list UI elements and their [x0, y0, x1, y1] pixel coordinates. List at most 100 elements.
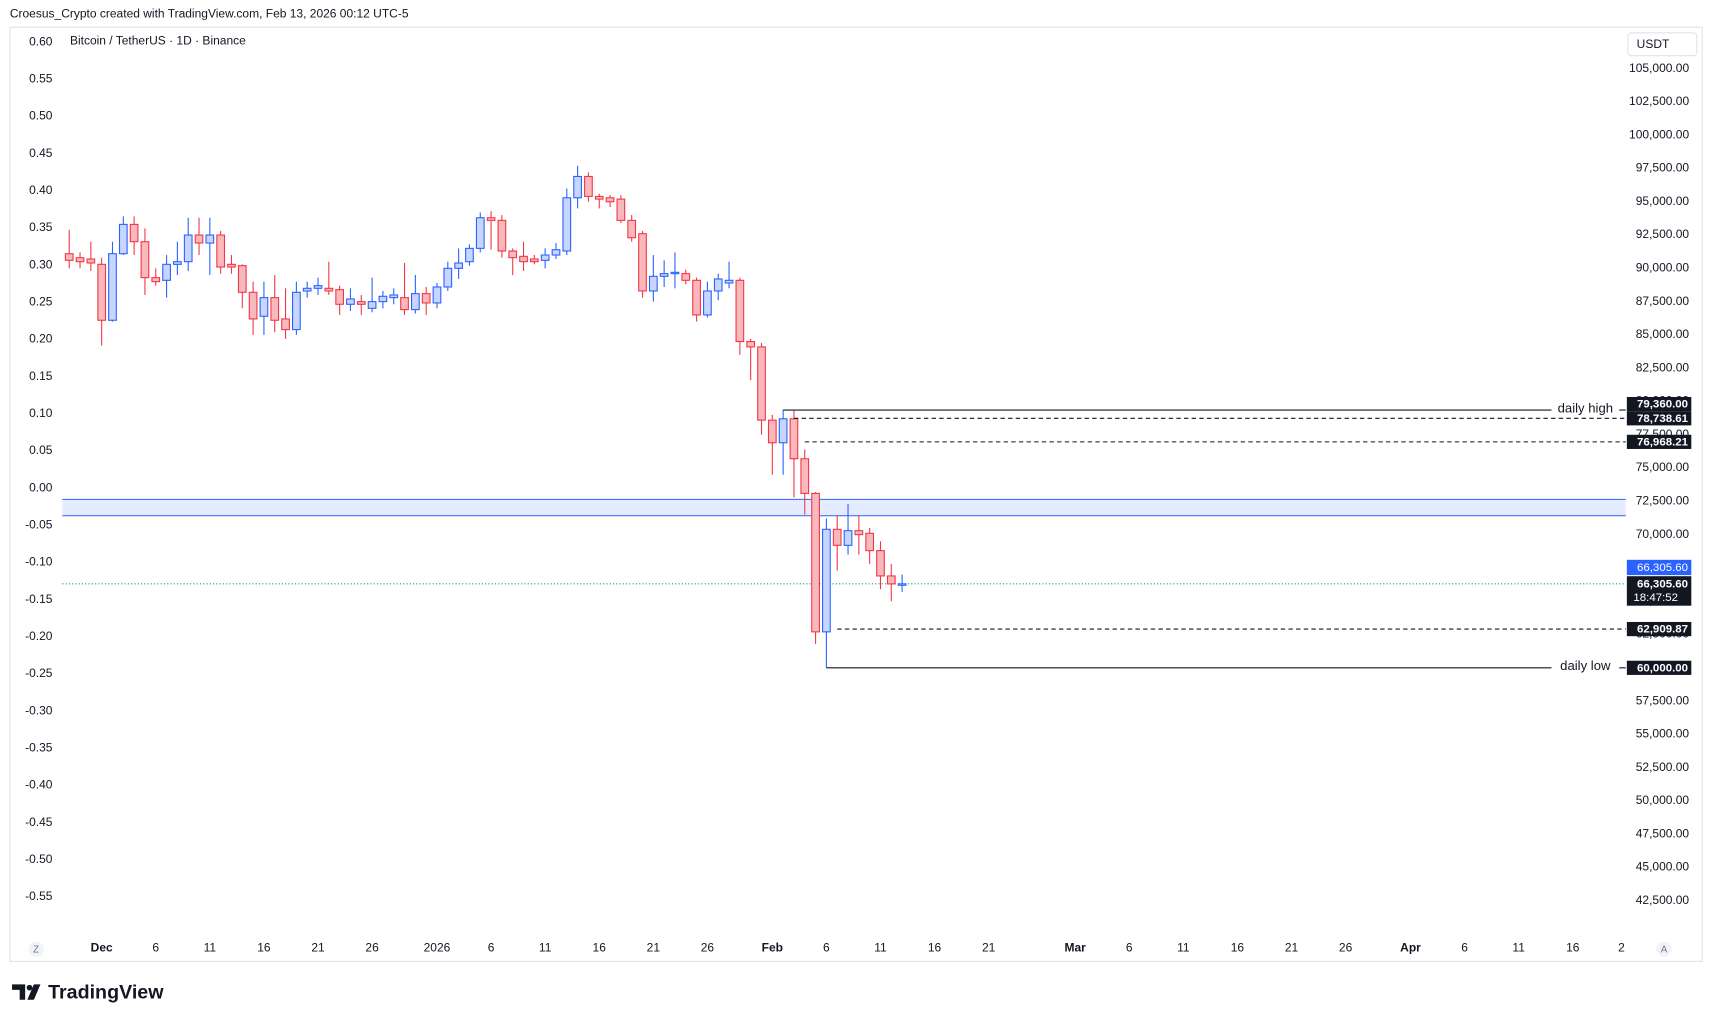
- scale-button[interactable]: [1656, 941, 1672, 958]
- candle-body: [605, 197, 615, 203]
- candle-body: [811, 492, 820, 633]
- candle-body: [822, 528, 831, 633]
- candle-body: [432, 286, 442, 304]
- candle-body: [832, 528, 842, 546]
- axis-price-tag-label: 60,000.00: [1637, 662, 1688, 674]
- candle-body: [692, 279, 701, 316]
- x-tick-label: 6: [152, 941, 159, 955]
- candle-body: [594, 195, 604, 200]
- x-tick-label: 11: [1512, 941, 1525, 955]
- scale-button[interactable]: [28, 941, 44, 958]
- y2-tick-label: 0.30: [29, 257, 53, 271]
- zone: [62, 499, 1626, 516]
- x-tick-label: 21: [982, 941, 996, 955]
- axis-price-tag: [1626, 434, 1692, 449]
- last-price-tag-label: 66,305.60: [1637, 562, 1688, 574]
- scale-button-label: Z: [33, 945, 39, 956]
- logo-dot: [26, 984, 33, 991]
- candle-body: [497, 219, 507, 252]
- x-tick-label: 16: [1231, 941, 1245, 955]
- candle-body: [681, 273, 691, 281]
- candle-body: [897, 583, 907, 586]
- candle-body: [151, 277, 161, 283]
- candle-body: [324, 287, 334, 292]
- candle-body: [854, 530, 864, 536]
- candle-body: [573, 175, 582, 199]
- x-tick-label: 16: [928, 941, 942, 955]
- x-tick-label: 26: [701, 941, 715, 955]
- candle-body: [659, 273, 669, 277]
- y2-tick-label: -0.55: [25, 889, 53, 903]
- y2-tick-label: -0.50: [25, 852, 53, 866]
- candle-body: [173, 261, 182, 265]
- y-tick-label: 82,500.00: [1636, 360, 1690, 374]
- candle-body: [876, 550, 885, 577]
- candle-body: [713, 278, 723, 292]
- y2-tick-label: -0.25: [25, 666, 53, 680]
- y-tick-label: 75,000.00: [1636, 460, 1690, 474]
- y2-tick-label: -0.10: [25, 555, 53, 569]
- x-tick-label: Mar: [1065, 941, 1087, 955]
- candle-body: [75, 257, 85, 263]
- candle-body: [735, 279, 745, 343]
- candle-body: [237, 265, 247, 293]
- candle-body: [421, 293, 431, 304]
- candle-body: [194, 234, 204, 244]
- candle-body: [86, 258, 96, 264]
- candle-body: [746, 341, 756, 348]
- candle-body: [551, 249, 561, 256]
- x-tick-label: 2026: [424, 941, 451, 955]
- y-tick-label: 50,000.00: [1636, 793, 1690, 807]
- candle-body: [616, 198, 626, 221]
- candle-body: [508, 250, 518, 259]
- x-tick-label: Apr: [1400, 941, 1421, 955]
- x-tick-label: 11: [1177, 941, 1190, 955]
- logo-icon: [12, 984, 41, 1000]
- candle-body: [703, 290, 712, 316]
- axis-price-tag-label: 76,968.21: [1637, 436, 1689, 448]
- candle-body: [335, 289, 345, 305]
- y-tick-label: 87,500.00: [1636, 294, 1690, 308]
- axis-price-tag-label: 62,909.87: [1637, 624, 1688, 636]
- candle-body: [529, 258, 539, 263]
- x-tick-label: 16: [593, 941, 607, 955]
- candle-body: [519, 255, 528, 263]
- candle-body: [443, 267, 453, 288]
- candle-body: [292, 291, 301, 331]
- y-tick-label: 47,500.00: [1636, 826, 1690, 840]
- countdown: 18:47:52: [1633, 592, 1678, 604]
- y2-tick-label: 0.05: [29, 443, 53, 457]
- candle-body: [259, 297, 269, 317]
- y2-tick-label: -0.45: [25, 815, 53, 829]
- currency-button[interactable]: [1627, 32, 1698, 57]
- y2-tick-label: -0.20: [25, 629, 53, 643]
- last-price-tag-blue: [1626, 559, 1692, 576]
- candle-body: [227, 263, 236, 268]
- y2-tick-label: 0.25: [29, 295, 53, 309]
- axis-price-tag: [1626, 621, 1692, 637]
- candle-body: [648, 275, 658, 292]
- y-tick-label: 57,500.00: [1636, 693, 1690, 707]
- candle-body: [465, 247, 474, 263]
- candle-body: [162, 263, 171, 281]
- y-tick-label: 95,000.00: [1636, 194, 1690, 208]
- axis-price-tag: [1626, 396, 1692, 412]
- y-tick-label: 90,000.00: [1636, 261, 1690, 275]
- axis-price-tag: [1626, 660, 1692, 675]
- y2-tick-label: 0.10: [29, 406, 53, 420]
- axis-price-tag-label: 78,738.61: [1637, 413, 1689, 425]
- y2-tick-label: -0.35: [25, 740, 53, 754]
- candle-body: [886, 575, 896, 585]
- candle-body: [767, 419, 777, 444]
- y-tick-label: 45,000.00: [1636, 860, 1690, 874]
- candle-body: [410, 293, 420, 311]
- y2-tick-label: 0.00: [29, 480, 53, 494]
- candle-body: [789, 418, 799, 460]
- y2-tick-label: -0.30: [25, 703, 53, 717]
- y-tick-label: 72,500.00: [1636, 494, 1690, 508]
- candle-body: [865, 532, 875, 552]
- y2-tick-label: 0.35: [29, 220, 53, 234]
- candle-body: [183, 234, 193, 263]
- candle-body: [389, 294, 399, 299]
